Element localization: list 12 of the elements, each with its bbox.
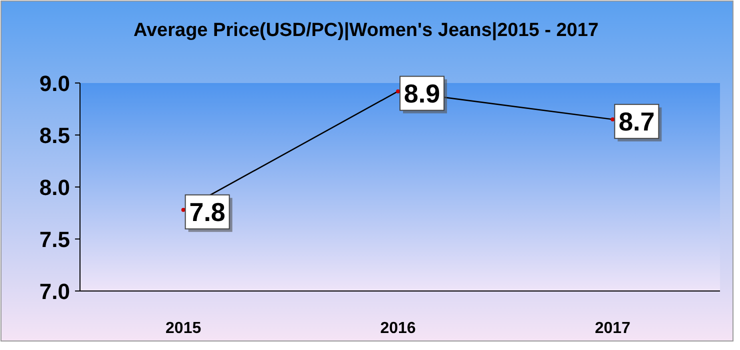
data-label: 8.9 [404, 78, 440, 108]
y-tick-label: 9.0 [39, 71, 70, 96]
y-tick-label: 7.0 [39, 279, 70, 304]
chart-title: Average Price(USD/PC)|Women's Jeans|2015 - 2017 [133, 20, 599, 41]
x-tick-label: 2016 [380, 320, 416, 337]
y-tick-label: 7.5 [39, 227, 70, 252]
data-label: 8.7 [618, 106, 655, 136]
y-tick-label: 8.5 [39, 123, 70, 148]
data-label: 7.8 [189, 196, 226, 227]
x-tick-label: 2015 [166, 320, 202, 337]
x-tick-label: 2017 [594, 320, 631, 337]
y-tick-label: 8.0 [39, 175, 70, 200]
